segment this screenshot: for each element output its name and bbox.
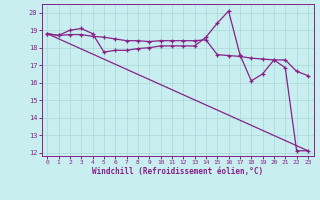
X-axis label: Windchill (Refroidissement éolien,°C): Windchill (Refroidissement éolien,°C)	[92, 167, 263, 176]
